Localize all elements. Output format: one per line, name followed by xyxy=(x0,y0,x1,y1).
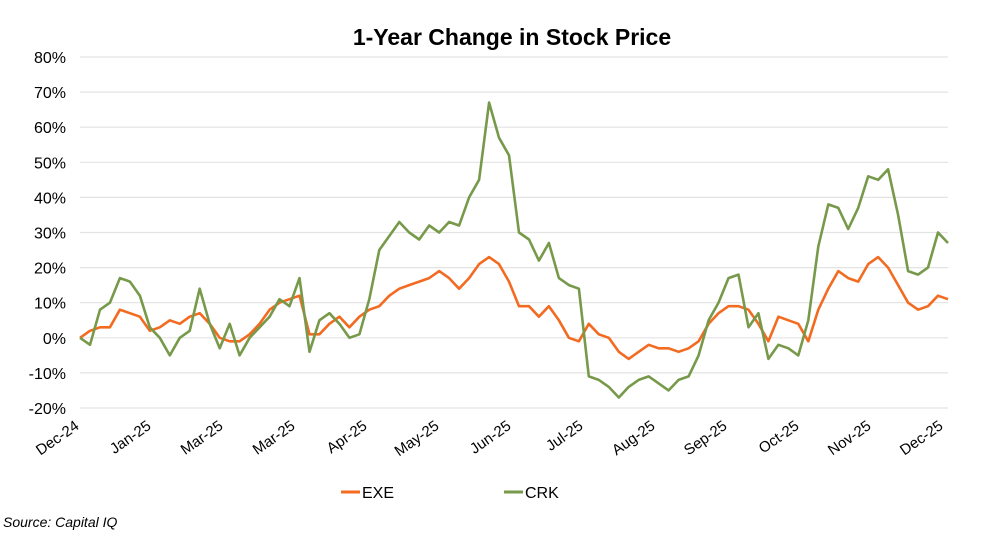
y-tick-label: 0% xyxy=(43,331,66,348)
x-tick-label: Jun-25 xyxy=(467,417,514,457)
series-line-crk xyxy=(79,101,949,399)
y-axis-ticks: 80% 70% 60% 50% 40% 30% 20% 10% 0% -10% -20% xyxy=(29,50,66,418)
y-tick-label: 10% xyxy=(34,296,66,313)
y-tick-label: 60% xyxy=(34,120,66,137)
y-tick-label: 30% xyxy=(34,226,66,243)
x-tick-label: Sep-25 xyxy=(681,417,730,459)
y-tick-label: -10% xyxy=(29,366,66,383)
y-tick-label: 50% xyxy=(34,155,66,172)
gridlines xyxy=(80,56,948,409)
x-tick-label: Mar-25 xyxy=(178,417,227,458)
x-tick-label: Nov-25 xyxy=(825,417,874,459)
x-axis-ticks: Dec-24 Jan-25 Mar-25 Mar-25 Apr-25 May-25 Jun-… xyxy=(33,417,946,460)
legend-label-crk: CRK xyxy=(525,485,559,502)
source-note: Source: Capital IQ xyxy=(3,514,118,530)
legend-label-exe: EXE xyxy=(362,485,394,502)
x-tick-label: Apr-25 xyxy=(324,417,371,457)
x-tick-label: Mar-25 xyxy=(250,417,299,458)
x-tick-label: Jul-25 xyxy=(543,417,586,454)
x-tick-label: Dec-25 xyxy=(897,417,946,459)
series-line-exe xyxy=(79,255,949,361)
y-tick-label: 20% xyxy=(34,261,66,278)
chart-title: 1-Year Change in Stock Price xyxy=(353,24,671,50)
y-tick-label: 70% xyxy=(34,85,66,102)
x-tick-label: Jan-25 xyxy=(107,417,154,457)
y-tick-label: 80% xyxy=(34,50,66,67)
x-tick-label: May-25 xyxy=(392,417,443,460)
x-tick-label: Dec-24 xyxy=(33,417,82,459)
x-tick-label: Aug-25 xyxy=(609,417,658,459)
series-lines xyxy=(79,101,949,399)
y-tick-label: -20% xyxy=(29,401,66,418)
x-tick-label: Oct-25 xyxy=(756,417,803,457)
y-tick-label: 40% xyxy=(34,190,66,207)
legend: EXE CRK xyxy=(341,485,559,502)
